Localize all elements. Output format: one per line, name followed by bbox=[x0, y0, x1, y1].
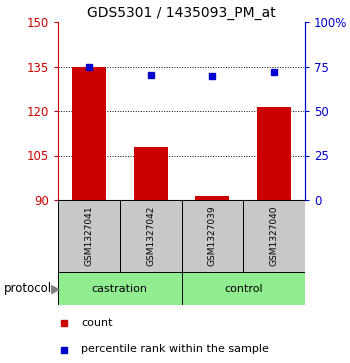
Bar bbox=[182, 200, 243, 272]
Text: ▶: ▶ bbox=[51, 282, 60, 295]
Text: GSM1327041: GSM1327041 bbox=[84, 206, 93, 266]
Bar bbox=[58, 272, 182, 305]
Bar bbox=[72, 66, 106, 200]
Text: GSM1327040: GSM1327040 bbox=[270, 206, 279, 266]
Bar bbox=[120, 200, 182, 272]
Bar bbox=[134, 147, 168, 200]
Text: count: count bbox=[81, 318, 113, 327]
Text: control: control bbox=[224, 284, 262, 294]
Bar bbox=[58, 200, 120, 272]
Text: protocol: protocol bbox=[4, 282, 52, 295]
Bar bbox=[182, 272, 305, 305]
Title: GDS5301 / 1435093_PM_at: GDS5301 / 1435093_PM_at bbox=[87, 5, 276, 20]
Text: GSM1327042: GSM1327042 bbox=[146, 206, 155, 266]
Bar bbox=[257, 107, 291, 200]
Bar bbox=[243, 200, 305, 272]
Text: percentile rank within the sample: percentile rank within the sample bbox=[81, 344, 269, 355]
Text: castration: castration bbox=[92, 284, 148, 294]
Bar bbox=[195, 196, 229, 200]
Text: GSM1327039: GSM1327039 bbox=[208, 206, 217, 266]
